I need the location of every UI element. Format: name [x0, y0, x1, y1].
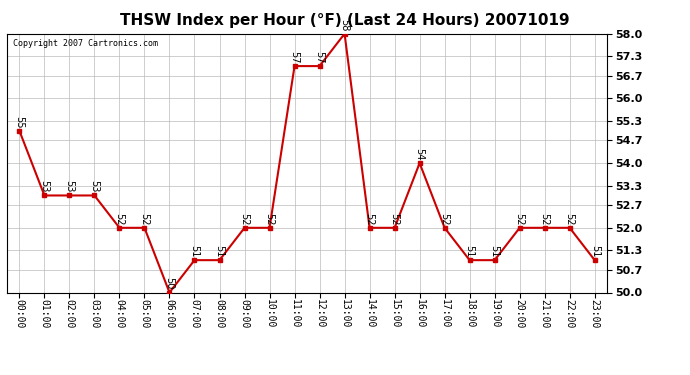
Text: 53: 53: [39, 180, 50, 193]
Text: 52: 52: [440, 213, 450, 225]
Text: 52: 52: [139, 213, 150, 225]
Text: 57: 57: [290, 51, 299, 63]
Text: 51: 51: [490, 245, 500, 257]
Text: 52: 52: [390, 213, 400, 225]
Text: 51: 51: [215, 245, 224, 257]
Text: Copyright 2007 Cartronics.com: Copyright 2007 Cartronics.com: [13, 39, 158, 48]
Text: 52: 52: [364, 213, 375, 225]
Text: 53: 53: [90, 180, 99, 193]
Text: 51: 51: [190, 245, 199, 257]
Text: 51: 51: [590, 245, 600, 257]
Text: 54: 54: [415, 148, 424, 160]
Text: 52: 52: [115, 213, 124, 225]
Text: 51: 51: [464, 245, 475, 257]
Text: 55: 55: [14, 116, 24, 128]
Text: 53: 53: [64, 180, 75, 193]
Text: 52: 52: [264, 213, 275, 225]
Text: 50: 50: [164, 278, 175, 290]
Text: 52: 52: [239, 213, 250, 225]
Text: 52: 52: [540, 213, 550, 225]
Text: THSW Index per Hour (°F) (Last 24 Hours) 20071019: THSW Index per Hour (°F) (Last 24 Hours)…: [120, 13, 570, 28]
Text: 57: 57: [315, 51, 324, 63]
Text: 52: 52: [564, 213, 575, 225]
Text: 52: 52: [515, 213, 524, 225]
Text: 58: 58: [339, 19, 350, 31]
